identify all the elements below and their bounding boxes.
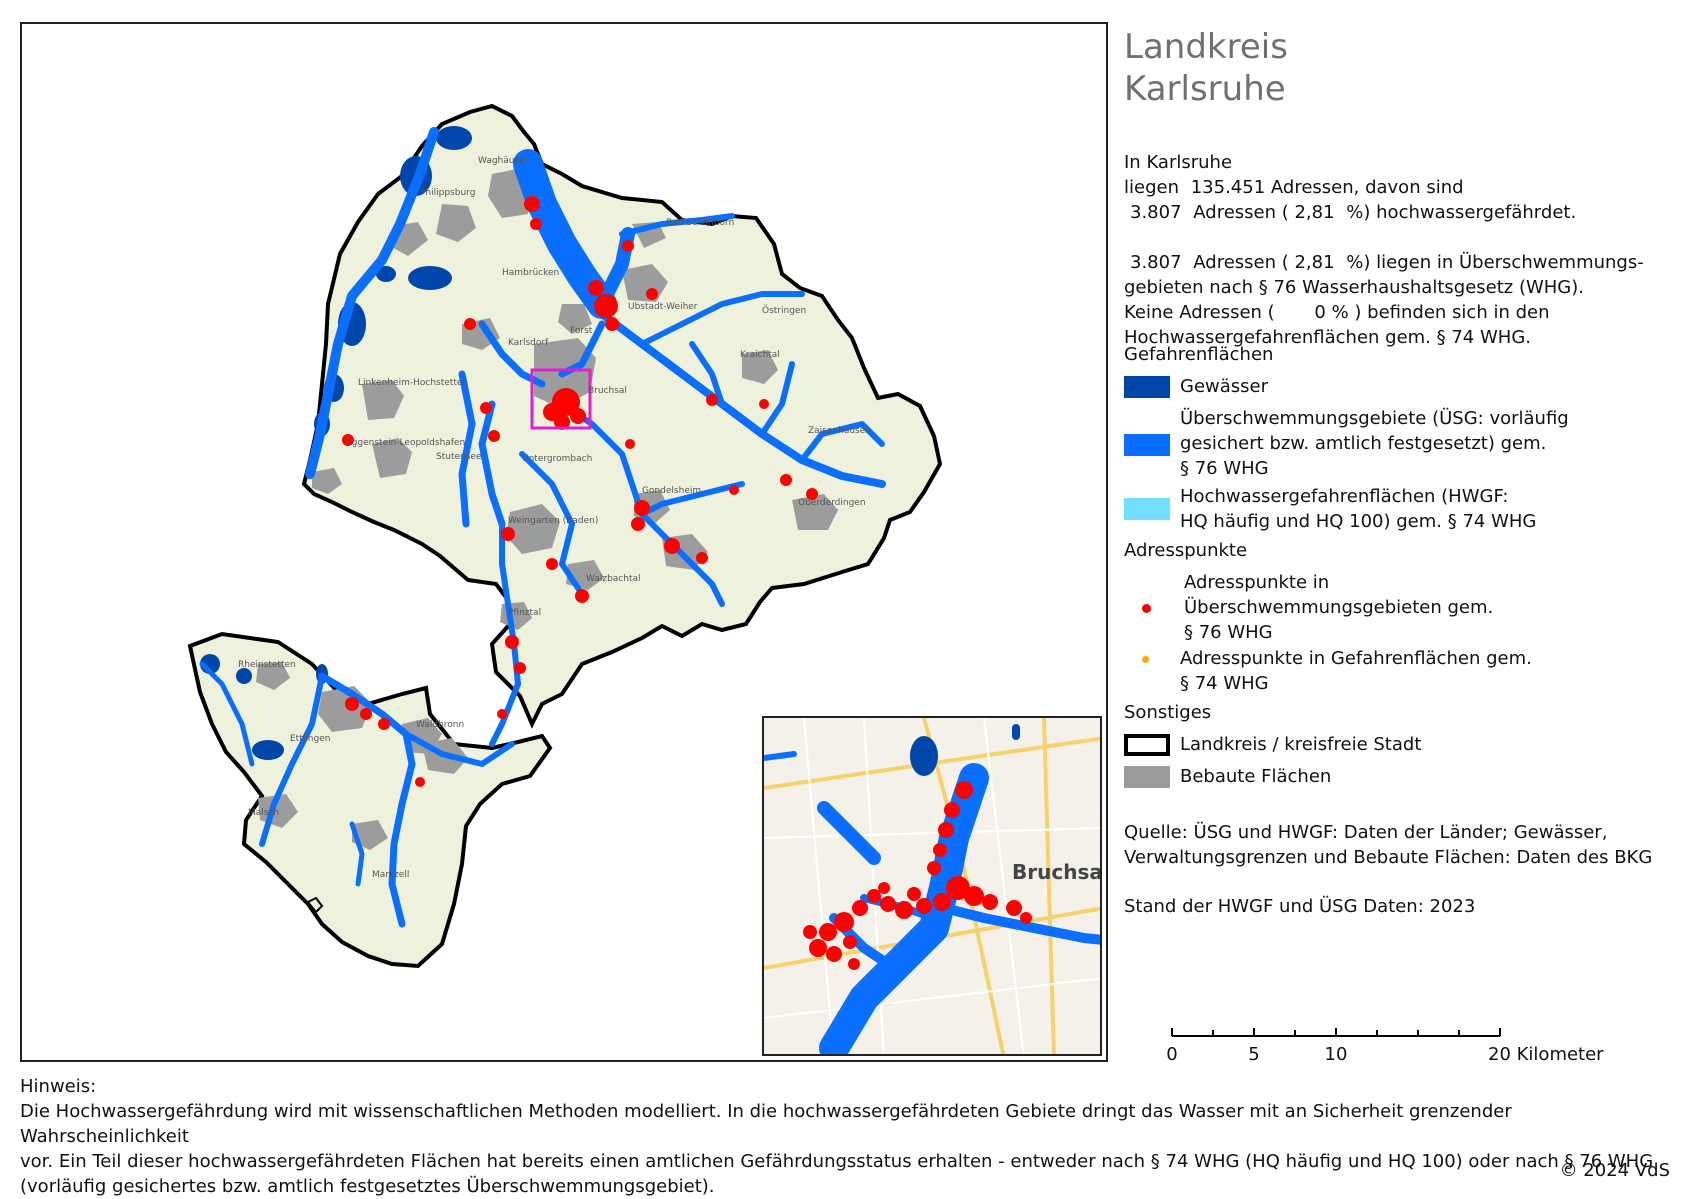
stats-line-5: 3.807 Adressen ( 2,81 %) liegen in Übers…: [1130, 252, 1644, 273]
place-label: Ettlingen: [290, 734, 331, 744]
place-label: Oberderdingen: [798, 498, 866, 508]
place-label: Linkenheim-Hochstetten: [358, 378, 469, 388]
hwgf-swatch: [1124, 498, 1170, 520]
stats-line-6: gebieten nach § 76 Wasserhaushaltsgesetz…: [1124, 277, 1584, 298]
scale-tick-label: 0: [1166, 1044, 1178, 1065]
map-panel: Waghäusel Philippsburg Hambrücken Forst …: [20, 22, 1108, 1062]
place-label: Waghäusel: [478, 156, 528, 166]
title-line-2: Karlsruhe: [1124, 69, 1286, 109]
address-points-usg: [342, 196, 818, 787]
scale-tick-label: 20 Kilometer: [1488, 1044, 1604, 1065]
district-map: [187, 103, 943, 969]
place-label: Bruchsal: [588, 386, 627, 396]
place-label: Gondelsheim: [642, 486, 702, 496]
place-label: Ubstadt-Weiher: [628, 302, 698, 312]
place-label: Rheinstetten: [238, 660, 296, 670]
place-label: Forst: [570, 326, 593, 336]
place-label: Bad Schönborn: [666, 218, 735, 228]
scale-bar: 0 5 10 20 Kilometer: [1166, 1022, 1604, 1072]
hinweis-note: Hinweis: Die Hochwassergefährdung wird m…: [20, 1074, 1660, 1199]
ap-hwgf-marker-icon: [1142, 656, 1149, 663]
usg-count-value: 3.807: [1130, 252, 1182, 273]
scale-tick-label: 10: [1324, 1044, 1348, 1065]
inset-address-points: [803, 781, 1032, 970]
statistics-block: In Karlsruhe liegen 135.451 Adressen, da…: [1124, 150, 1644, 350]
inset-place-label: Bruchsal: [1012, 860, 1102, 884]
boundary-swatch: [1124, 734, 1170, 756]
stats-line-7: Keine Adressen ( 0 % ) befinden sich in …: [1124, 302, 1550, 323]
usg-swatch: [1124, 434, 1170, 456]
hinweis-heading: Hinweis:: [20, 1076, 97, 1097]
legend-title: Landkreis Karlsruhe: [1124, 26, 1674, 110]
stats-line-1: In Karlsruhe: [1124, 152, 1233, 173]
place-label: Zaisenhausen: [808, 426, 871, 436]
stats-line-3: 3.807 Adressen ( 2,81 %) hochwassergefäh…: [1130, 202, 1577, 223]
data-status-note: Stand der HWGF und ÜSG Daten: 2023: [1124, 896, 1476, 917]
district-enclave: [306, 896, 324, 914]
inset-extent-frame: [530, 368, 592, 430]
district-boundary-south: [187, 631, 553, 969]
built-up-areas: [256, 168, 838, 850]
place-label: Walzbachtal: [586, 574, 641, 584]
ap-usg-label: Adresspunkte in Überschwemmungsgebieten …: [1184, 572, 1494, 643]
ap-usg-marker-icon: [1142, 604, 1151, 613]
place-label: Waldbronn: [416, 720, 465, 730]
endangered-count-value: 3.807: [1130, 202, 1182, 223]
hwgf-label: Hochwassergefahrenflächen (HWGF: HQ häuf…: [1180, 486, 1537, 532]
place-label: Stutensee: [436, 452, 482, 462]
ap-hwgf-label: Adresspunkte in Gefahrenflächen gem. § 7…: [1180, 648, 1532, 694]
gewaesser-swatch: [1124, 376, 1170, 398]
copyright-notice: © 2024 VdS: [1559, 1160, 1670, 1181]
place-label: Kraichtal: [740, 350, 780, 360]
scale-tick-label: 5: [1248, 1044, 1260, 1065]
place-label: Marxzell: [372, 870, 410, 880]
boundary-label: Landkreis / kreisfreie Stadt: [1180, 734, 1422, 755]
title-line-1: Landkreis: [1124, 27, 1288, 67]
place-label: Malsch: [248, 808, 280, 818]
inset-map-canvas: [764, 718, 1100, 1054]
inset-map-bruchsal: Bruchsal: [762, 716, 1102, 1056]
place-label: Pfinztal: [508, 608, 542, 618]
stats-spacer: [1124, 225, 1644, 250]
district-boundary-north: [301, 103, 943, 729]
total-addresses-value: 135.451: [1190, 177, 1266, 198]
heading-gefahrenflaechen: Gefahrenflächen: [1124, 344, 1274, 365]
stats-line-2: liegen 135.451 Adressen, davon sind: [1124, 177, 1464, 198]
hwgf-pct-value: 0: [1314, 302, 1326, 323]
place-label: Philippsburg: [420, 188, 476, 198]
place-label: Hambrücken: [502, 268, 560, 278]
usg-pct-value: 2,81: [1294, 252, 1335, 273]
place-label: Weingarten (Baden): [508, 516, 599, 526]
place-label: Östringen: [762, 306, 807, 316]
place-label: Eggenstein-Leopoldshafen: [346, 438, 466, 448]
gewaesser-label: Gewässer: [1180, 376, 1269, 397]
endangered-pct-value: 2,81: [1294, 202, 1335, 223]
inset-usg: [764, 751, 1100, 1054]
built-label: Bebaute Flächen: [1180, 766, 1332, 787]
inset-minor-roads: [764, 718, 1100, 1054]
source-note: Quelle: ÜSG und HWGF: Daten der Länder; …: [1124, 822, 1653, 868]
usg-label: Überschwemmungsgebiete (ÜSG: vorläufig g…: [1180, 408, 1569, 479]
place-label: Untergrombach: [522, 454, 593, 464]
legend-panel: Landkreis Karlsruhe In Karlsruhe liegen …: [1124, 22, 1674, 917]
heading-adresspunkte: Adresspunkte: [1124, 540, 1248, 561]
scale-bar-graphic: [1171, 1028, 1501, 1037]
built-swatch: [1124, 766, 1170, 788]
place-label: Karlsdorf: [508, 338, 549, 348]
heading-sonstiges: Sonstiges: [1124, 702, 1212, 723]
inset-gewaesser: [910, 724, 1020, 776]
stats-line-8: Hochwassergefahrenflächen gem. § 74 WHG.: [1124, 327, 1531, 348]
